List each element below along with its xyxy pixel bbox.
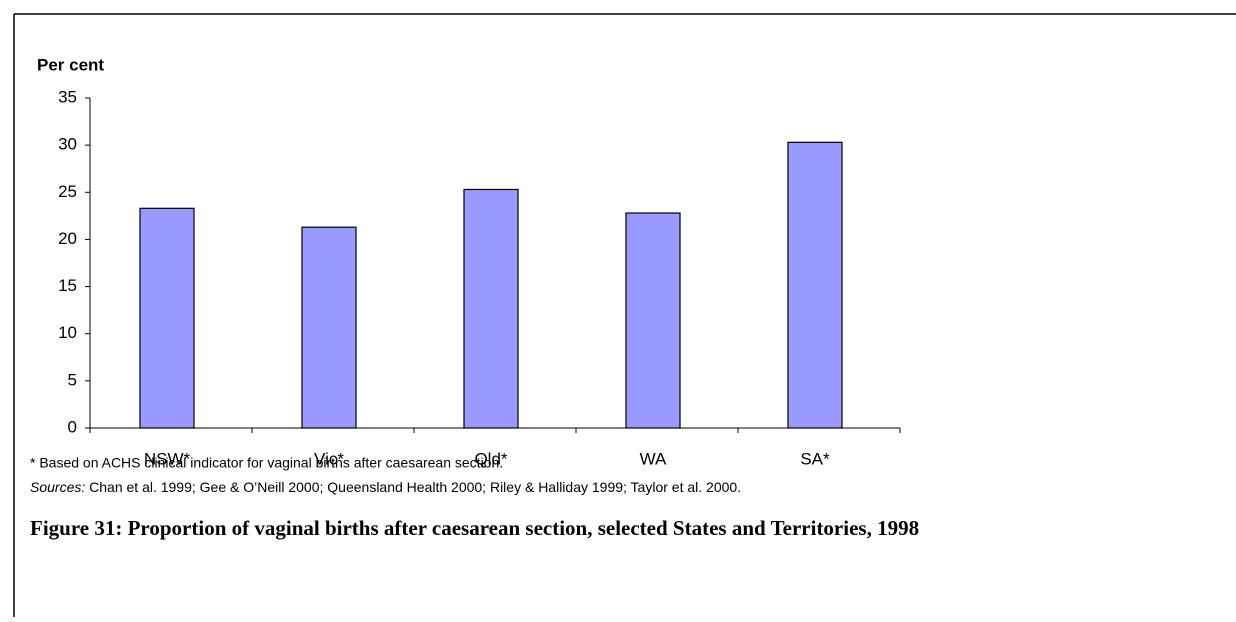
bar: [139, 207, 195, 429]
sources-text: Chan et al. 1999; Gee & O’Neill 2000; Qu…: [85, 479, 741, 495]
x-tick-label: SA*: [800, 449, 830, 468]
bar: [301, 226, 357, 429]
caption: Figure 31: Proportion of vaginal births …: [30, 516, 919, 540]
x-tick-label: WA: [640, 449, 667, 468]
y-tick-label: 30: [58, 135, 77, 154]
footnote: * Based on ACHS clinical indicator for v…: [30, 455, 503, 471]
y-tick-label: 20: [58, 229, 77, 248]
bar: [625, 212, 681, 429]
x-tick-label: NSW*: [144, 449, 191, 468]
y-tick-label: 25: [58, 182, 77, 201]
y-tick-label: 15: [58, 276, 77, 295]
x-tick-label: Vic*: [314, 449, 344, 468]
sources-label: Sources:: [30, 479, 85, 495]
y-tick-label: 35: [58, 87, 77, 106]
y-tick-label: 0: [68, 417, 77, 436]
y-tick-label: 5: [68, 370, 77, 389]
bar: [787, 141, 843, 429]
bar: [463, 188, 519, 429]
sources: Sources: Chan et al. 1999; Gee & O’Neill…: [30, 479, 741, 495]
x-tick-label: Qld*: [474, 449, 507, 468]
y-axis-label: Per cent: [37, 55, 104, 74]
y-tick-label: 10: [58, 323, 77, 342]
